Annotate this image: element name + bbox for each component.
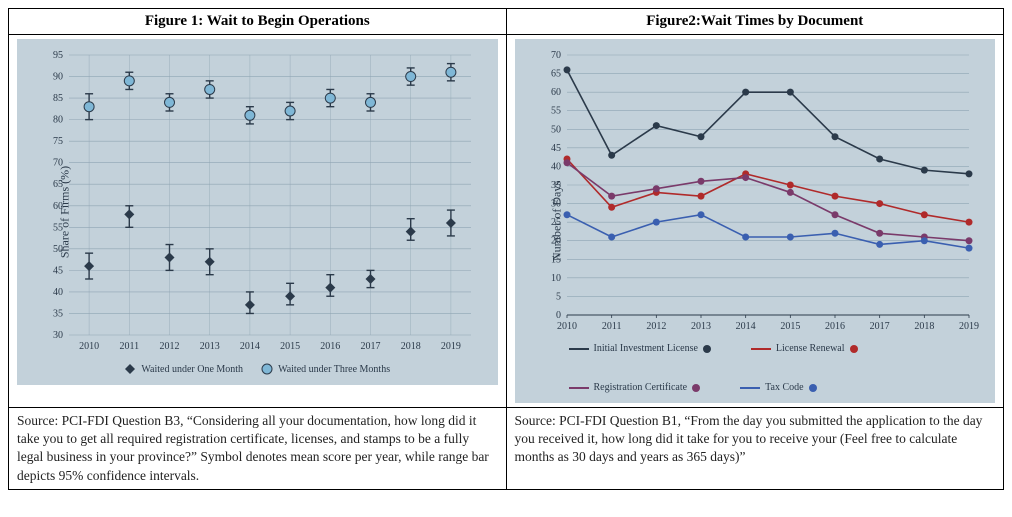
figure2-svg: 0510152025303540455055606570201020112012… [519, 47, 979, 337]
svg-text:45: 45 [551, 143, 561, 154]
svg-text:2015: 2015 [280, 341, 300, 352]
svg-text:2017: 2017 [361, 341, 381, 352]
svg-text:60: 60 [551, 87, 561, 98]
legend-tax: Tax Code [740, 382, 816, 393]
svg-text:2010: 2010 [557, 321, 577, 332]
legend-tax-line [740, 387, 760, 389]
svg-text:2018: 2018 [914, 321, 934, 332]
svg-text:2013: 2013 [200, 341, 220, 352]
svg-text:2014: 2014 [735, 321, 755, 332]
legend-initial-line [569, 348, 589, 350]
svg-text:2018: 2018 [401, 341, 421, 352]
svg-text:2010: 2010 [79, 341, 99, 352]
svg-text:40: 40 [551, 161, 561, 172]
legend-renewal-dot [850, 345, 858, 353]
svg-text:2011: 2011 [119, 341, 139, 352]
svg-text:70: 70 [551, 50, 561, 61]
legend-registration-line [569, 387, 589, 389]
legend-one-month: Waited under One Month [124, 363, 243, 375]
svg-text:2016: 2016 [320, 341, 340, 352]
svg-text:0: 0 [556, 310, 561, 321]
svg-text:2012: 2012 [646, 321, 666, 332]
figure2-chart: Number of Days 0510152025303540455055606… [515, 39, 996, 403]
legend-renewal-line [751, 348, 771, 350]
legend-tax-dot [809, 384, 817, 392]
legend-initial-dot [703, 345, 711, 353]
svg-text:2019: 2019 [959, 321, 979, 332]
svg-text:80: 80 [53, 115, 63, 126]
figure1-chart-cell: Share of Firms (%) 303540455055606570758… [9, 35, 507, 408]
figure2-legend: Initial Investment License License Renew… [519, 337, 992, 395]
legend-registration: Registration Certificate [569, 382, 701, 393]
svg-text:35: 35 [53, 308, 63, 319]
svg-text:75: 75 [53, 136, 63, 147]
svg-text:2016: 2016 [825, 321, 845, 332]
svg-text:85: 85 [53, 93, 63, 104]
svg-text:65: 65 [551, 69, 561, 80]
figure1-chart: Share of Firms (%) 303540455055606570758… [17, 39, 498, 385]
figure2-ylabel: Number of Days [549, 181, 564, 261]
legend-three-months-label: Waited under Three Months [278, 364, 390, 375]
legend-one-month-label: Waited under One Month [141, 364, 243, 375]
legend-renewal: License Renewal [751, 343, 858, 354]
svg-text:10: 10 [551, 273, 561, 284]
svg-text:40: 40 [53, 287, 63, 298]
svg-text:45: 45 [53, 265, 63, 276]
figure1-ylabel: Share of Firms (%) [58, 166, 73, 258]
figure1-title: Figure 1: Wait to Begin Operations [9, 9, 507, 35]
figure1-svg: 3035404550556065707580859095201020112012… [21, 47, 481, 357]
svg-text:2019: 2019 [441, 341, 461, 352]
figure-table: Figure 1: Wait to Begin Operations Figur… [8, 8, 1004, 490]
figure1-legend: Waited under One Month Waited under Thre… [21, 357, 494, 377]
legend-initial-label: Initial Investment License [594, 343, 698, 354]
svg-text:2013: 2013 [691, 321, 711, 332]
legend-three-months: Waited under Three Months [261, 363, 390, 375]
svg-text:95: 95 [53, 50, 63, 61]
legend-initial: Initial Investment License [569, 343, 711, 354]
svg-text:50: 50 [551, 124, 561, 135]
figure2-title: Figure2:Wait Times by Document [506, 9, 1004, 35]
figure2-chart-cell: Number of Days 0510152025303540455055606… [506, 35, 1004, 408]
legend-registration-label: Registration Certificate [594, 382, 688, 393]
svg-text:5: 5 [556, 291, 561, 302]
legend-renewal-label: License Renewal [776, 343, 845, 354]
legend-tax-label: Tax Code [765, 382, 803, 393]
svg-text:2011: 2011 [601, 321, 621, 332]
svg-text:30: 30 [53, 330, 63, 341]
legend-registration-dot [692, 384, 700, 392]
figure1-source: Source: PCI-FDI Question B3, “Considerin… [9, 408, 507, 490]
figure2-source: Source: PCI-FDI Question B1, “From the d… [506, 408, 1004, 490]
svg-text:2017: 2017 [869, 321, 889, 332]
svg-text:90: 90 [53, 72, 63, 83]
svg-text:2015: 2015 [780, 321, 800, 332]
svg-text:2014: 2014 [240, 341, 260, 352]
svg-text:2012: 2012 [160, 341, 180, 352]
svg-text:55: 55 [551, 106, 561, 117]
